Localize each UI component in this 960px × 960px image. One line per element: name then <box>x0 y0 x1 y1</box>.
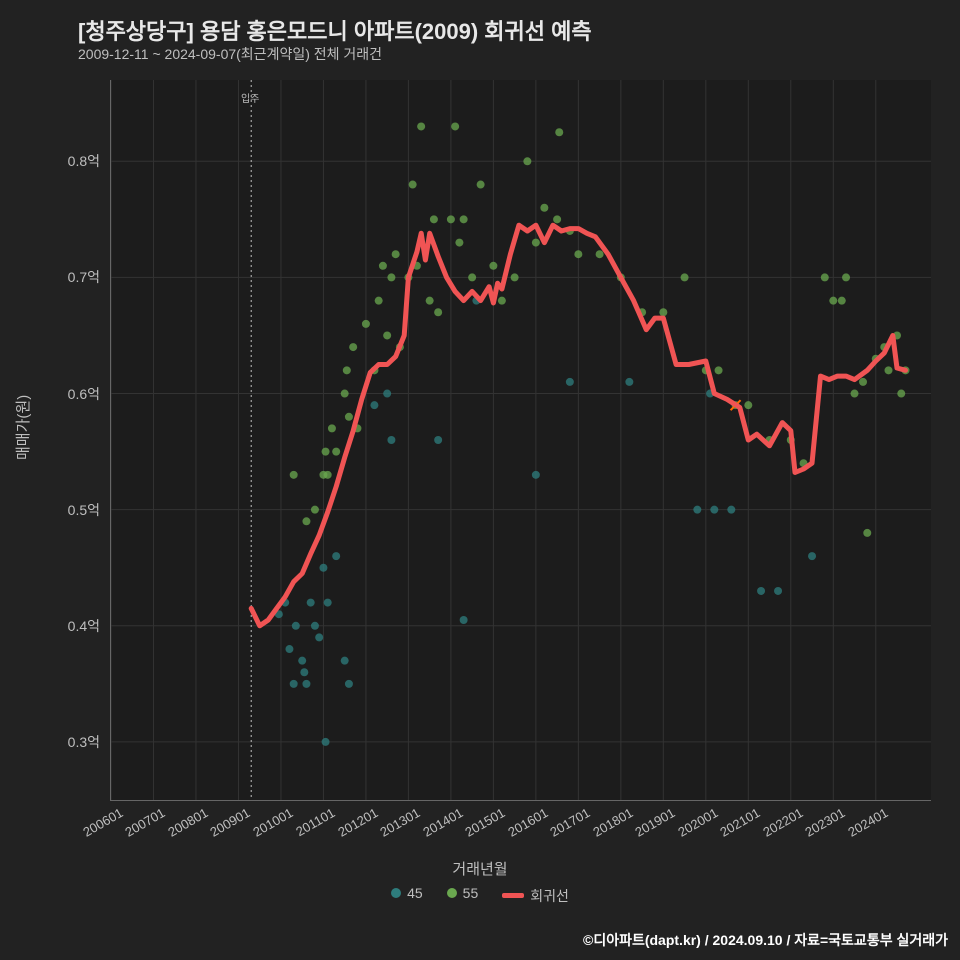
x-tick-label: 201101 <box>285 805 338 844</box>
x-tick-label: 202201 <box>753 805 806 844</box>
chart-container: [청주상당구] 용담 홍은모드니 아파트(2009) 회귀선 예측 2009-1… <box>0 0 960 960</box>
x-tick-label: 201301 <box>370 805 423 844</box>
legend-item: 45 <box>391 885 423 901</box>
plot-svg <box>111 80 931 800</box>
legend: 45 55 회귀선 <box>0 885 960 906</box>
plot-area <box>110 80 931 801</box>
x-tick-label: 202001 <box>668 805 721 844</box>
chart-title: [청주상당구] 용담 홍은모드니 아파트(2009) 회귀선 예측 <box>78 14 592 46</box>
x-tick-label: 202101 <box>710 805 763 844</box>
legend-item: 55 <box>447 885 479 901</box>
chart-subtitle: 2009-12-11 ~ 2024-09-07(최근계약일) 전체 거래건 <box>78 44 382 64</box>
y-axis-title: 매매가(원) <box>12 395 33 460</box>
legend-dot-icon <box>447 888 457 898</box>
legend-label: 45 <box>407 885 423 901</box>
credit-text: ©디아파트(dapt.kr) / 2024.09.10 / 자료=국토교통부 실… <box>583 930 948 950</box>
y-tick-label: 0.7억 <box>68 267 100 287</box>
y-tick-label: 0.5억 <box>68 500 100 520</box>
legend-label: 회귀선 <box>530 886 569 906</box>
x-tick-label: 201401 <box>413 805 466 844</box>
y-tick-label: 0.4억 <box>68 616 100 636</box>
x-tick-label: 201701 <box>540 805 593 844</box>
x-tick-label: 200901 <box>200 805 253 844</box>
vline-label: 입주 <box>241 90 259 105</box>
legend-label: 55 <box>463 885 479 901</box>
x-tick-label: 201801 <box>583 805 636 844</box>
x-tick-label: 201901 <box>625 805 678 844</box>
x-tick-label: 200601 <box>73 805 126 844</box>
x-tick-label: 201601 <box>498 805 551 844</box>
x-tick-label: 200801 <box>158 805 211 844</box>
legend-dot-icon <box>391 888 401 898</box>
x-tick-label: 202301 <box>795 805 848 844</box>
x-tick-label: 200701 <box>115 805 168 844</box>
y-tick-label: 0.8억 <box>68 151 100 171</box>
x-tick-label: 201001 <box>243 805 296 844</box>
legend-line-icon <box>502 893 524 898</box>
y-tick-label: 0.3억 <box>68 732 100 752</box>
x-tick-label: 201201 <box>328 805 381 844</box>
legend-item: 회귀선 <box>502 886 569 906</box>
x-tick-label: 201501 <box>455 805 508 844</box>
x-axis-title: 거래년월 <box>0 858 960 879</box>
x-tick-label: 202401 <box>838 805 891 844</box>
y-tick-label: 0.6억 <box>68 384 100 404</box>
